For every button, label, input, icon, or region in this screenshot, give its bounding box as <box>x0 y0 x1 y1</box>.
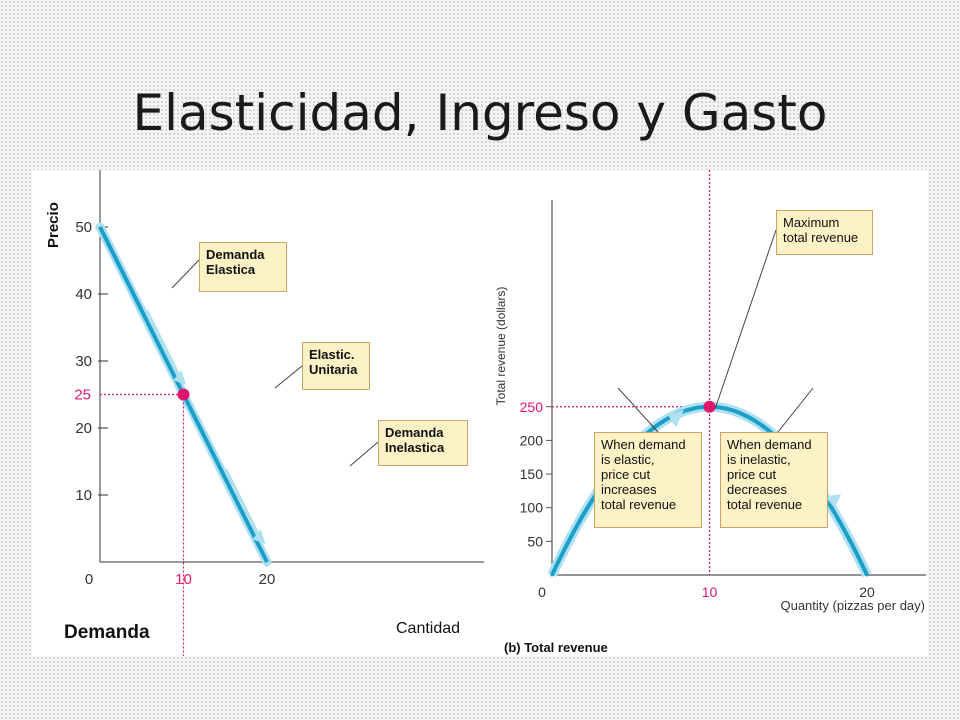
y-tick-label: 200 <box>520 432 544 448</box>
callout-line: Elastic. <box>309 347 355 362</box>
y-tick-label: 30 <box>75 353 92 370</box>
callout-inelastic-region: When demand is inelastic, price cut decr… <box>720 432 828 528</box>
x-tick-label: 20 <box>859 584 875 600</box>
data-point <box>865 573 869 577</box>
callout-pointer <box>617 387 659 433</box>
callout-pointer <box>777 387 814 433</box>
slide-title: Elasticidad, Ingreso y Gasto <box>132 84 828 142</box>
callout-pointer <box>349 441 379 467</box>
callout-line: total revenue <box>783 230 859 245</box>
callout-pointer <box>715 229 777 408</box>
data-point <box>834 512 837 516</box>
y-tick-label: 50 <box>527 533 543 549</box>
arrow-head <box>824 494 841 509</box>
callout-line: Maximum <box>783 215 840 230</box>
callout-line: Unitaria <box>309 362 358 377</box>
arrow-shaft <box>144 309 182 379</box>
demand-chart-panel: 10 20 30 40 50 0 10 20 Precio 25 Demanda Elastica… <box>32 170 488 656</box>
decor <box>163 170 171 343</box>
arrow-shaft <box>223 468 261 538</box>
callout-elastic-demand: Demanda Elastica <box>199 242 287 292</box>
callout-line: total revenue <box>601 497 677 512</box>
callout-inelastic-demand: Demanda Inelastica <box>378 420 468 466</box>
callout-pointer <box>274 365 303 389</box>
y-tick-label: 10 <box>75 487 92 504</box>
callout-pointer <box>171 259 200 289</box>
y-tick-label: 20 <box>75 420 92 437</box>
data-point <box>582 512 585 516</box>
callout-maximum-revenue: Maximum total revenue <box>776 210 873 255</box>
callout-line: is inelastic, <box>727 452 791 467</box>
caption-demanda: Demanda <box>64 622 150 643</box>
x-tick-label: 0 <box>538 584 546 600</box>
callout-unit-elastic: Elastic. Unitaria <box>302 342 370 390</box>
x-axis-label: Quantity (pizzas per day) <box>780 598 925 613</box>
callout-line: is elastic, <box>601 452 655 467</box>
max-revenue-point <box>703 400 716 413</box>
y-tick-label: 50 <box>75 219 92 236</box>
callout-line: When demand <box>601 437 686 452</box>
revenue-chart-panel: 50 100 150 200 250 0 10 20 Total revenue (dollar… <box>488 170 928 656</box>
x-axis-label: Cantidad <box>396 620 461 637</box>
callout-line: Elastica <box>206 262 256 277</box>
callout-line: increases <box>601 482 657 497</box>
callout-line: price cut <box>727 467 777 482</box>
highlight-y-label: 25 <box>74 387 91 404</box>
callout-line: decreases <box>727 482 787 497</box>
arrow-head <box>252 529 266 545</box>
arrow-head <box>173 370 187 386</box>
data-point <box>550 573 554 577</box>
callout-line: price cut <box>601 467 651 482</box>
chart-caption: (b) Total revenue <box>504 640 608 655</box>
callout-elastic-region: When demand is elastic, price cut increa… <box>594 432 702 528</box>
callout-line: total revenue <box>727 497 803 512</box>
callout-line: Demanda <box>206 247 265 262</box>
arrow-head <box>668 409 684 428</box>
y-tick-label: 100 <box>520 500 544 516</box>
unit-elastic-point <box>177 388 190 401</box>
y-tick-label: 150 <box>520 466 544 482</box>
callout-line: Inelastica <box>385 440 445 455</box>
callout-line: When demand <box>727 437 812 452</box>
y-axis-label: Total revenue (dollars) <box>494 287 508 406</box>
x-tick-label: 0 <box>85 571 93 588</box>
y-axis-label: Precio <box>45 202 62 248</box>
data-point <box>739 411 743 415</box>
callout-line: Demanda <box>385 425 444 440</box>
x-tick-label: 20 <box>259 571 276 588</box>
y-tick-label: 40 <box>75 286 92 303</box>
decor <box>242 170 247 502</box>
x-tick-label: 10 <box>702 584 718 600</box>
y-tick-label: 250 <box>520 399 544 415</box>
